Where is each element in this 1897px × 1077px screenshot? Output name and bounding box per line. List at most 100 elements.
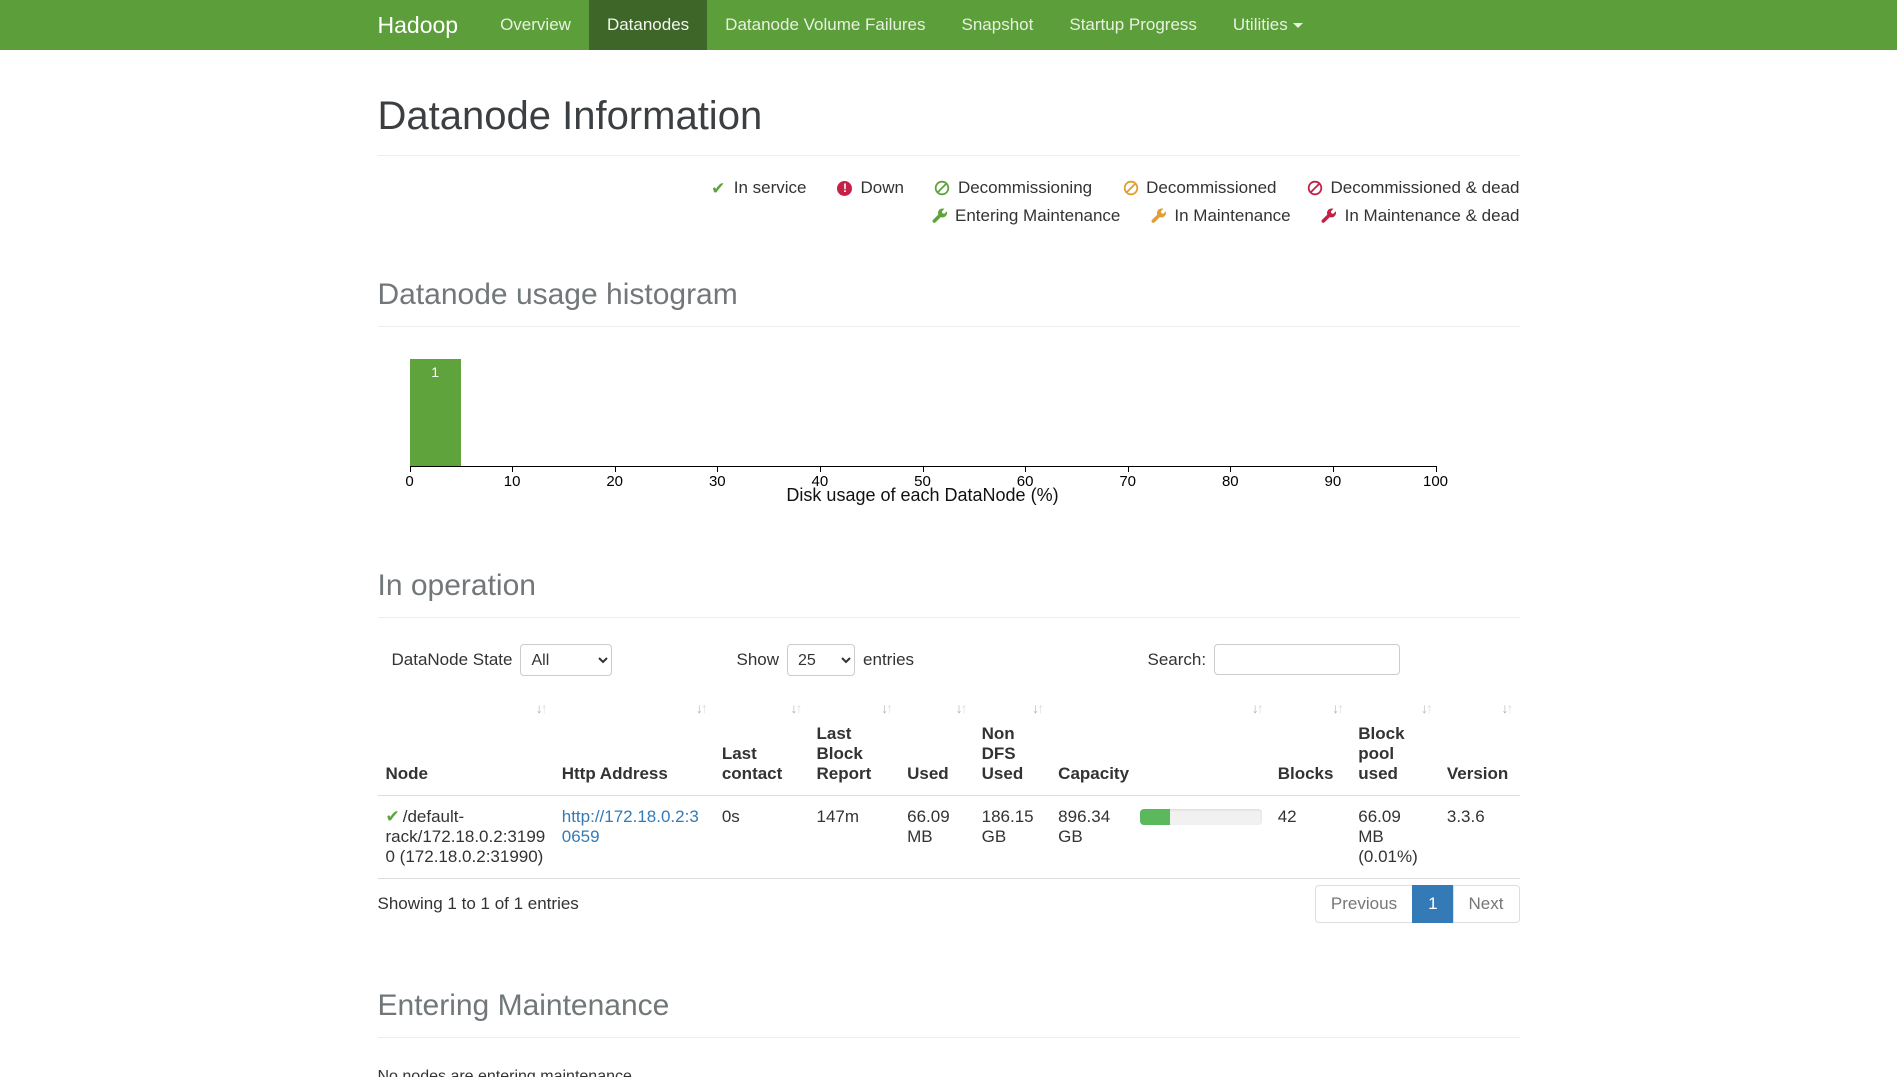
col-header-block-pool-used[interactable]: Block pool used ↓↑ <box>1350 696 1439 796</box>
nav-startup-progress[interactable]: Startup Progress <box>1069 15 1197 34</box>
wrench-icon <box>1321 208 1338 225</box>
wrench-icon <box>1150 208 1167 225</box>
legend-label: Entering Maintenance <box>955 206 1121 225</box>
axis-tick <box>819 466 821 472</box>
nav-utilities-label: Utilities <box>1232 15 1288 34</box>
ban-circle-icon <box>1307 180 1324 197</box>
capacity-progress-bar <box>1139 809 1262 825</box>
capacity-progress-fill <box>1139 809 1171 825</box>
nav-overview[interactable]: Overview <box>500 15 571 34</box>
axis-tick-label: 60 <box>1016 473 1034 490</box>
ban-circle-icon <box>1122 180 1139 197</box>
entering-maintenance-section-title: Entering Maintenance <box>377 989 1520 1038</box>
legend-label: In Maintenance <box>1174 206 1291 225</box>
histogram-bar: 1 <box>409 359 461 466</box>
wrench-icon <box>931 208 948 225</box>
sort-icon[interactable]: ↓↑ <box>881 700 893 716</box>
col-header-node[interactable]: Node ↓↑ <box>377 696 554 796</box>
legend-decommissioning: Decommissioning <box>934 178 1092 198</box>
axis-tick-label: 80 <box>1221 473 1239 490</box>
navbar: Hadoop Overview Datanodes Datanode Volum… <box>0 0 1897 50</box>
nav-datanodes[interactable]: Datanodes <box>588 0 708 50</box>
sort-icon[interactable]: ↓↑ <box>1332 700 1344 716</box>
sort-icon[interactable]: ↓↑ <box>790 700 803 716</box>
legend-decommissioned-dead: Decommissioned & dead <box>1307 178 1520 198</box>
sort-icon[interactable]: ↓↑ <box>695 700 708 716</box>
legend-entering-maintenance: Entering Maintenance <box>931 206 1120 226</box>
brand-hadoop[interactable]: Hadoop <box>377 12 459 38</box>
cell-version: 3.3.6 <box>1438 795 1520 879</box>
sort-icon[interactable]: ↓↑ <box>1420 700 1433 716</box>
cell-capacity: 896.34 GB <box>1050 795 1270 879</box>
check-icon: ✔ <box>711 178 726 198</box>
ban-circle-icon <box>934 180 951 197</box>
exclamation-circle-icon <box>836 180 853 197</box>
pagination-next[interactable]: Next <box>1452 885 1520 923</box>
entries-label: entries <box>863 650 915 669</box>
col-header-blocks[interactable]: Blocks ↓↑ <box>1269 696 1351 796</box>
legend-in-maintenance: In Maintenance <box>1150 206 1291 226</box>
legend-label: Down <box>860 178 904 197</box>
legend-in-maintenance-dead: In Maintenance & dead <box>1321 206 1520 226</box>
col-header-last-block-report[interactable]: Last Block Report ↓↑ <box>808 696 900 796</box>
axis-tick <box>1025 466 1027 472</box>
table-info: Showing 1 to 1 of 1 entries <box>377 894 579 913</box>
search-label: Search: <box>1147 649 1207 669</box>
nav-datanode-volume-failures[interactable]: Datanode Volume Failures <box>725 15 926 34</box>
table-header-row: Node ↓↑ Http Address ↓↑ Last contact ↓↑ Las… <box>377 696 1520 796</box>
cell-non-dfs-used: 186.15 GB <box>973 795 1051 879</box>
axis-tick-label: 10 <box>503 473 521 490</box>
pagination-page-1[interactable]: 1 <box>1412 885 1454 923</box>
legend-label: Decommissioned & dead <box>1330 178 1520 197</box>
axis-tick <box>1435 466 1437 472</box>
sort-icon[interactable]: ↓↑ <box>1251 700 1264 716</box>
cell-block-pool-used: 66.09 MB (0.01%) <box>1350 795 1439 879</box>
axis-tick <box>1332 466 1334 472</box>
nav-utilities-dropdown[interactable]: Utilities <box>1215 0 1321 50</box>
cell-last-block-report: 147m <box>808 795 900 879</box>
nav-snapshot[interactable]: Snapshot <box>961 15 1034 34</box>
cell-last-contact: 0s <box>713 795 809 879</box>
axis-tick-label: 0 <box>405 473 414 490</box>
axis-tick-label: 30 <box>708 473 726 490</box>
col-header-version[interactable]: Version ↓↑ <box>1438 696 1520 796</box>
chevron-down-icon <box>1292 23 1303 29</box>
table-controls: DataNode State All Show 25 entries Searc… <box>378 644 1520 680</box>
entering-maintenance-empty-text: No nodes are entering maintenance. <box>377 1068 637 1077</box>
legend-label: In service <box>733 178 807 197</box>
cell-http-address: http://172.18.0.2:30659 <box>553 795 714 879</box>
legend-in-service: ✔ In service <box>710 178 807 198</box>
page-length-select[interactable]: 25 <box>787 644 856 676</box>
page-title: Datanode Information <box>377 94 1520 156</box>
col-header-non-dfs-used[interactable]: Non DFS Used ↓↑ <box>973 696 1051 796</box>
sort-icon[interactable]: ↓↑ <box>1032 700 1044 716</box>
axis-tick <box>1230 466 1232 472</box>
axis-tick <box>614 466 616 472</box>
datanode-state-select[interactable]: All <box>520 644 613 676</box>
col-header-capacity[interactable]: Capacity ↓↑ <box>1050 696 1270 796</box>
datanodes-table: Node ↓↑ Http Address ↓↑ Last contact ↓↑ Las… <box>377 696 1520 879</box>
search-input[interactable] <box>1214 644 1401 675</box>
axis-tick <box>1127 466 1129 472</box>
usage-histogram: Disk usage of each DataNode (%) 1 0 10 20 30… <box>405 359 1448 511</box>
cell-blocks: 42 <box>1269 795 1351 879</box>
pagination-previous[interactable]: Previous <box>1314 885 1414 923</box>
col-header-http-address[interactable]: Http Address ↓↑ <box>553 696 714 796</box>
axis-tick-label: 20 <box>606 473 624 490</box>
axis-tick-label: 90 <box>1324 473 1342 490</box>
col-header-last-contact[interactable]: Last contact ↓↑ <box>713 696 809 796</box>
sort-icon[interactable]: ↓↑ <box>955 700 968 716</box>
show-label: Show <box>736 650 780 669</box>
x-axis-label: Disk usage of each DataNode (%) <box>786 485 1059 505</box>
legend-decommissioned: Decommissioned <box>1122 178 1277 198</box>
axis-tick <box>717 466 719 472</box>
sort-icon[interactable]: ↓↑ <box>535 700 548 716</box>
legend-label: Decommissioned <box>1146 178 1277 197</box>
sort-icon[interactable]: ↓↑ <box>1501 700 1514 716</box>
pagination: Previous 1 Next <box>1314 885 1520 923</box>
legend-label: In Maintenance & dead <box>1344 206 1520 225</box>
table-row: ✔/default-rack/172.18.0.2:31990 (172.18.… <box>377 795 1520 879</box>
col-header-used[interactable]: Used ↓↑ <box>899 696 974 796</box>
status-legend: ✔ In service Down Decommissioning Decomm… <box>378 178 1520 226</box>
http-address-link[interactable]: http://172.18.0.2:30659 <box>561 807 699 846</box>
